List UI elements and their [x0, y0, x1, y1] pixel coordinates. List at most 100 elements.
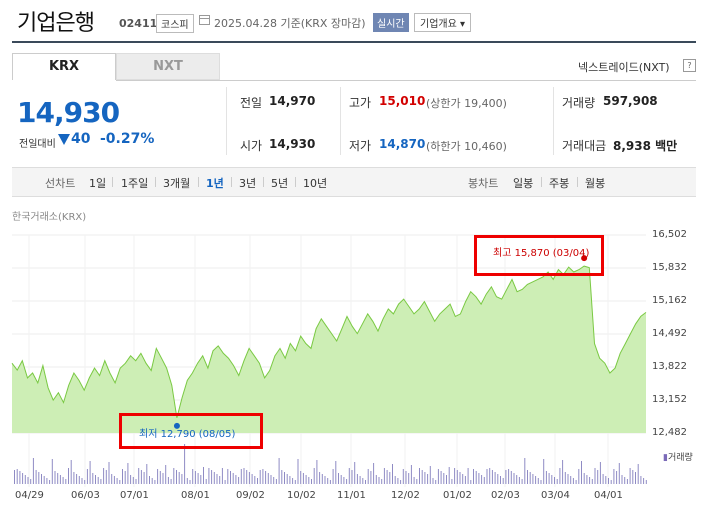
candle-daily[interactable]: 일봉	[513, 177, 534, 190]
volume-bar	[529, 472, 531, 484]
volume-bar	[370, 471, 372, 484]
volume-bar	[257, 478, 258, 484]
volume-bar	[378, 477, 380, 484]
volume-bar	[491, 470, 493, 484]
volume-bar	[200, 475, 202, 484]
volume-bar	[294, 480, 296, 484]
x-tick-label: 08/01	[181, 490, 210, 501]
y-tick-label: 14,492	[652, 328, 687, 339]
volume-bar	[540, 480, 542, 484]
divider	[340, 87, 341, 155]
low-value: 14,870	[379, 137, 426, 151]
period-3y[interactable]: 3년	[239, 177, 257, 190]
divider	[231, 177, 232, 187]
volume-bar	[319, 472, 321, 484]
volume-bar	[454, 468, 456, 484]
volume-bar	[559, 468, 561, 484]
volume-bar	[448, 467, 450, 484]
tab-nxt[interactable]: NXT	[116, 53, 220, 80]
volume-bar	[532, 474, 534, 484]
period-1w[interactable]: 1주일	[121, 177, 149, 190]
volume-bar	[289, 476, 291, 484]
volume-bar	[365, 480, 366, 484]
period-5y[interactable]: 5년	[271, 177, 289, 190]
volume-bar	[300, 471, 302, 484]
volume-bar	[424, 472, 426, 484]
volume-bar	[243, 468, 245, 484]
volume-bar	[103, 468, 105, 484]
x-tick-label: 07/01	[120, 490, 149, 501]
volume-bar	[184, 444, 186, 484]
volume-bar	[327, 478, 329, 484]
volume-bar	[489, 468, 491, 484]
volume-bar	[429, 466, 431, 484]
volume-bar	[505, 470, 507, 484]
high-label: 고가	[349, 96, 372, 110]
period-10y[interactable]: 10년	[303, 177, 328, 190]
volume-bar	[281, 470, 283, 484]
volume-bar	[624, 477, 626, 484]
prev-close-label: 전일	[240, 96, 263, 110]
volume-bar	[235, 475, 237, 484]
volume-bar	[311, 479, 312, 484]
volume-bar	[516, 475, 518, 484]
volume-bar	[65, 479, 67, 484]
candle-monthly[interactable]: 월봉	[585, 177, 606, 190]
open-value: 14,930	[269, 137, 316, 151]
divider	[263, 177, 264, 187]
realtime-button[interactable]: 실시간	[373, 13, 409, 32]
volume-bar	[478, 473, 480, 484]
volume-bar	[130, 475, 132, 484]
volume-bar	[410, 465, 412, 484]
y-tick-label: 15,832	[652, 262, 687, 273]
volume-bar	[32, 458, 34, 484]
volume-bar	[554, 477, 555, 484]
volume-bar	[273, 477, 275, 484]
volume-bar	[427, 474, 429, 484]
volume-bar	[518, 477, 520, 484]
volume-bar	[510, 471, 512, 484]
quote-date: 2025.04.28 기준(KRX 장마감)	[214, 17, 366, 30]
volume-bar	[41, 474, 42, 484]
volume-bar	[348, 468, 350, 484]
volume-bar	[497, 474, 499, 484]
volume-bar	[211, 470, 213, 484]
volume-bar	[575, 480, 577, 484]
volume-bar	[467, 468, 469, 484]
volume-bar	[362, 478, 364, 484]
volume-bar	[421, 470, 423, 484]
volume-bar	[270, 475, 272, 484]
volume-bar	[635, 472, 636, 484]
volume-bar	[470, 480, 472, 484]
volume-bar	[567, 474, 569, 484]
volume-bar	[151, 478, 153, 484]
volume-bar	[535, 476, 537, 484]
volume-bar	[138, 468, 140, 484]
period-1y[interactable]: 1년	[206, 177, 224, 190]
volume-bar	[227, 469, 229, 484]
volume-bar	[632, 470, 634, 484]
volume-bar	[213, 472, 215, 484]
upper-limit: (상한가 19,400)	[426, 97, 507, 110]
help-icon[interactable]: ?	[683, 59, 696, 72]
volume-bar	[186, 478, 188, 484]
company-overview-dropdown[interactable]: 기업개요 ▾	[414, 13, 471, 32]
volume-bar	[589, 477, 591, 484]
volume-bar	[127, 463, 129, 484]
volume-bar	[645, 480, 647, 484]
low-highlight-box	[119, 413, 263, 449]
volume-bar	[583, 473, 585, 484]
period-1d[interactable]: 1일	[89, 177, 107, 190]
volume-bar	[508, 469, 510, 484]
tab-krx[interactable]: KRX	[12, 53, 116, 80]
volume-bar	[14, 470, 15, 484]
volume-bar	[375, 475, 377, 484]
volume-bar	[22, 473, 24, 484]
candle-weekly[interactable]: 주봉	[549, 177, 570, 190]
volume-value: 597,908	[603, 94, 658, 108]
period-3m[interactable]: 3개월	[163, 177, 191, 190]
volume-bar	[586, 475, 588, 484]
volume-bar	[154, 480, 156, 484]
x-tick-label: 12/02	[391, 490, 420, 501]
